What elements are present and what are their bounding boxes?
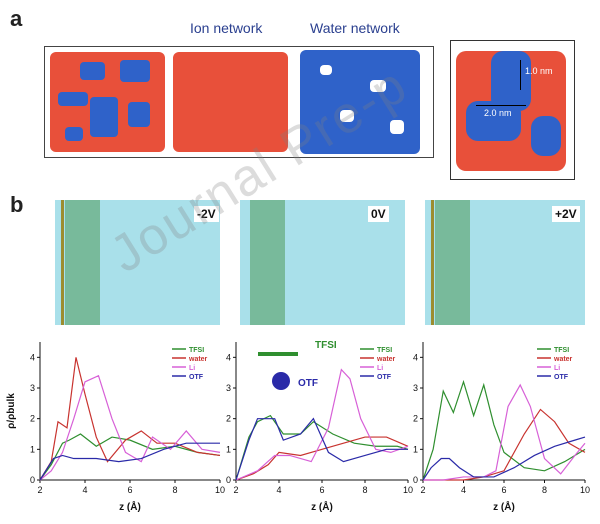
x-tick-label: 2 xyxy=(37,485,42,495)
y-tick-label: 4 xyxy=(226,352,231,362)
tfsi-molecule-label: TFSI xyxy=(315,340,337,351)
scale-arrow-2nm xyxy=(476,105,526,106)
y-tick-label: 4 xyxy=(30,352,35,362)
legend-label-tfsi: TFSI xyxy=(189,347,204,354)
series-line-otf xyxy=(235,417,408,481)
panel-label-a: a xyxy=(10,6,23,31)
legend-label-li: Li xyxy=(554,365,560,372)
mixed-network-image xyxy=(50,52,165,152)
scale-arrow-1nm xyxy=(520,60,521,90)
x-tick-label: 4 xyxy=(461,485,466,495)
y-tick-label: 1 xyxy=(30,444,35,454)
series-line-tfsi xyxy=(235,414,409,481)
legend-label-water: water xyxy=(376,356,396,363)
snapshot-minus2v xyxy=(55,200,220,325)
density-chart-0v: 2 4 6 8 10 0 1 2 3 4 z (Å) TFSI water Li OTF xyxy=(226,342,413,513)
ion-network-image xyxy=(173,52,288,152)
x-tick-label: 10 xyxy=(580,485,590,495)
x-tick-label: 8 xyxy=(542,485,547,495)
scale-label-2nm: 2.0 nm xyxy=(484,108,512,118)
density-chart-plus2v: 2 4 6 8 10 0 1 2 3 4 z (Å) TFSI water Li OTF xyxy=(413,342,590,513)
x-tick-label: 2 xyxy=(420,485,425,495)
x-tick-label: 4 xyxy=(276,485,281,495)
y-tick-label: 0 xyxy=(226,475,231,485)
y-tick-label: 0 xyxy=(30,475,35,485)
series-line-otf xyxy=(422,436,586,481)
ion-network-header: Ion network xyxy=(190,20,263,36)
y-tick-label: 0 xyxy=(413,475,418,485)
y-tick-label: 3 xyxy=(413,383,418,393)
x-tick-label: 4 xyxy=(82,485,87,495)
x-axis-label: z (Å) xyxy=(119,500,141,513)
legend-label-tfsi: TFSI xyxy=(554,347,569,354)
y-tick-label: 2 xyxy=(30,414,35,424)
legend-label-li: Li xyxy=(189,365,195,372)
series-line-li xyxy=(39,374,221,481)
legend-label-water: water xyxy=(188,356,208,363)
tfsi-molecule-icon xyxy=(258,338,298,356)
y-axis-label: ρ/ρbulk xyxy=(6,393,17,429)
y-tick-label: 3 xyxy=(30,383,35,393)
series-line-otf xyxy=(39,442,220,481)
network-frame xyxy=(44,46,434,158)
water-network-image xyxy=(300,50,420,154)
legend-label-otf: OTF xyxy=(377,374,392,381)
x-axis-label: z (Å) xyxy=(311,500,333,513)
water-network-header: Water network xyxy=(310,20,400,36)
otf-molecule-label: OTF xyxy=(298,378,318,389)
legend-label-tfsi: TFSI xyxy=(377,347,392,354)
voltage-label-0v: 0V xyxy=(368,206,389,222)
legend-label-otf: OTF xyxy=(554,374,569,381)
density-chart-minus2v: 2 4 6 8 10 0 1 2 3 4 z (Å) ρ/ρbulk TFSI water Li OTF xyxy=(6,342,225,513)
x-tick-label: 6 xyxy=(319,485,324,495)
x-tick-label: 10 xyxy=(215,485,225,495)
x-axis-label: z (Å) xyxy=(493,500,515,513)
voltage-label-minus2v: -2V xyxy=(194,206,219,222)
scale-label-1nm: 1.0 nm xyxy=(525,66,553,76)
y-tick-label: 3 xyxy=(226,383,231,393)
y-tick-label: 1 xyxy=(413,444,418,454)
series-line-tfsi xyxy=(39,433,221,481)
legend-label-li: Li xyxy=(377,365,383,372)
x-tick-label: 2 xyxy=(233,485,238,495)
x-tick-label: 8 xyxy=(172,485,177,495)
series-line-li xyxy=(235,368,409,481)
y-tick-label: 1 xyxy=(226,444,231,454)
series-line-tfsi xyxy=(422,379,586,481)
y-tick-label: 2 xyxy=(226,414,231,424)
x-tick-label: 8 xyxy=(362,485,367,495)
voltage-label-plus2v: +2V xyxy=(552,206,580,222)
x-tick-label: 10 xyxy=(403,485,413,495)
series-line-water xyxy=(235,436,409,481)
series-line-water xyxy=(39,357,221,481)
otf-molecule-icon xyxy=(272,372,290,390)
series-line-li xyxy=(423,383,586,481)
legend-label-water: water xyxy=(553,356,573,363)
panel-label-b: b xyxy=(10,192,24,217)
legend-label-otf: OTF xyxy=(189,374,204,381)
y-tick-label: 4 xyxy=(413,352,418,362)
y-tick-label: 2 xyxy=(413,414,418,424)
x-tick-label: 6 xyxy=(501,485,506,495)
x-tick-label: 6 xyxy=(127,485,132,495)
series-line-water xyxy=(423,408,586,481)
3d-box-image xyxy=(450,40,575,180)
